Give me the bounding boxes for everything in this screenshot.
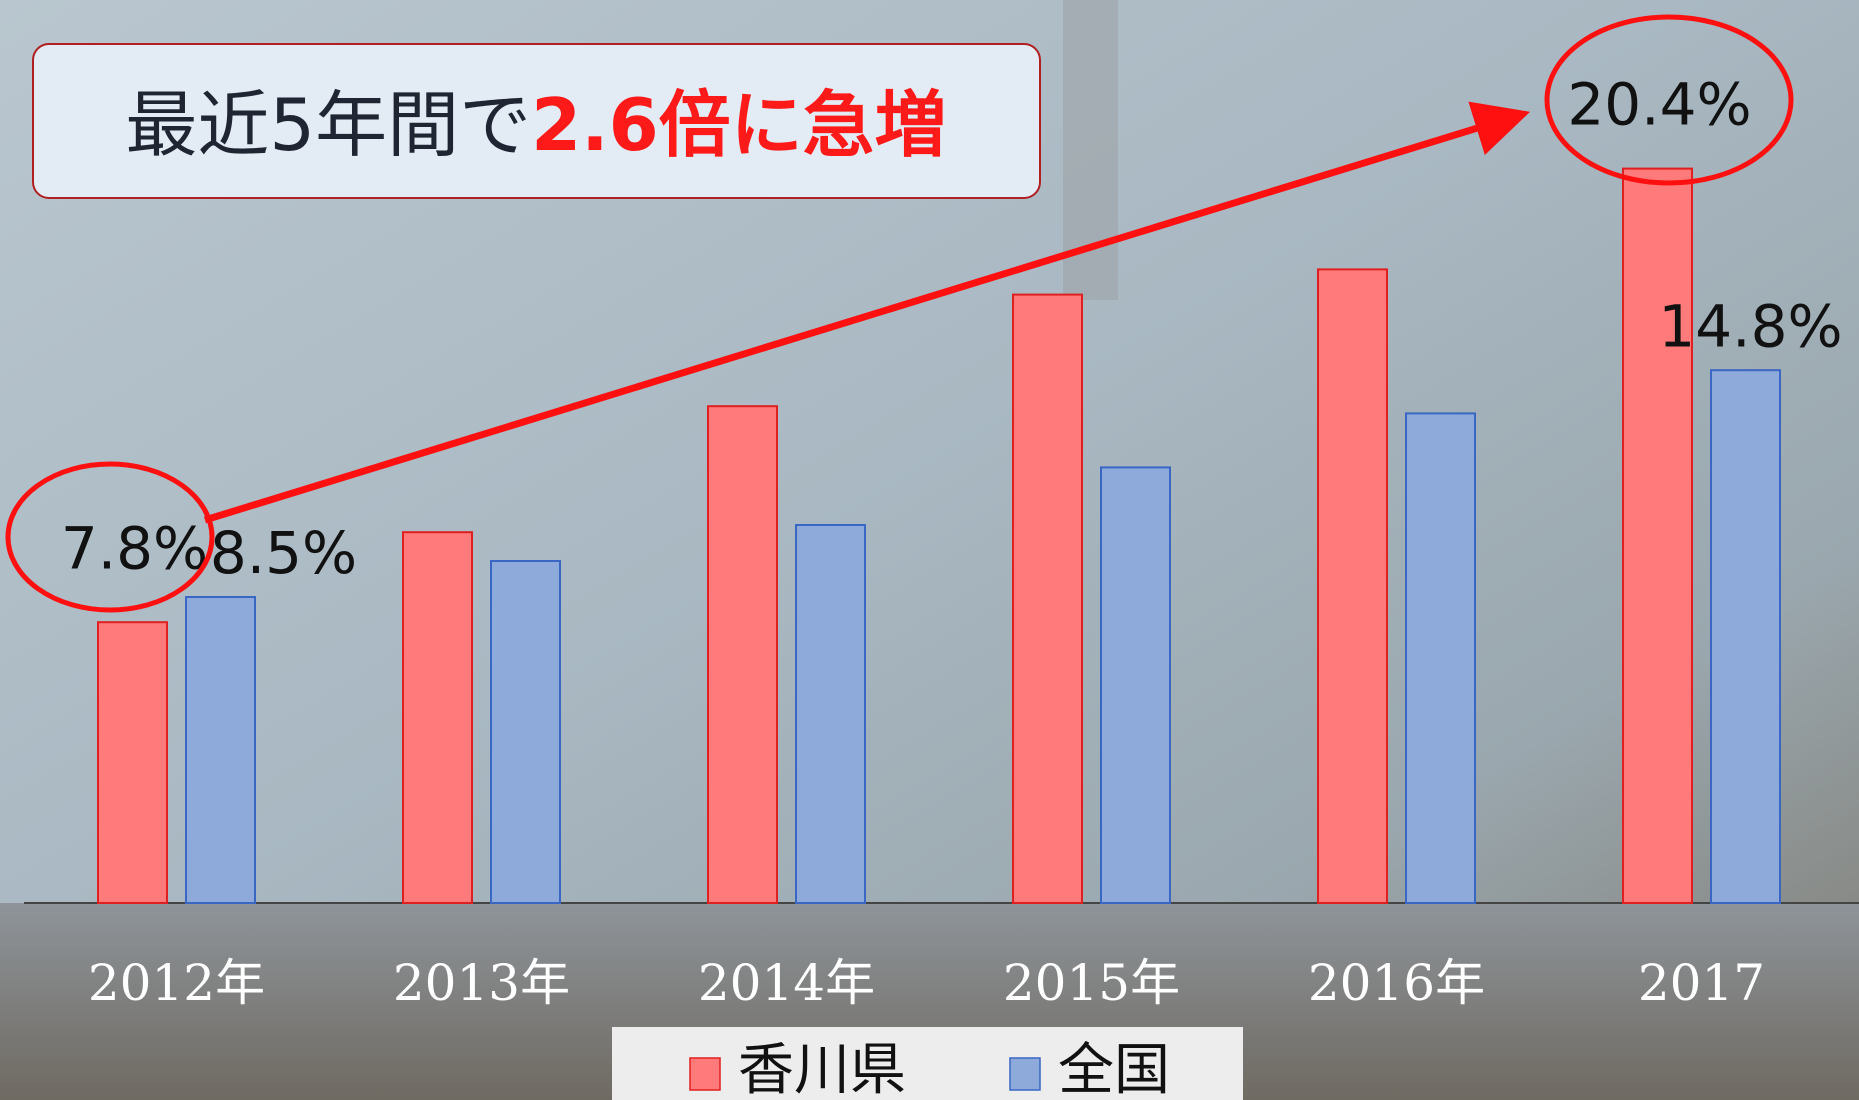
- x-tick-label: 2017: [1638, 954, 1765, 1012]
- highlight-ellipse: [5, 461, 215, 613]
- bar: [1622, 167, 1693, 905]
- bar: [795, 524, 866, 904]
- bar: [97, 621, 168, 904]
- bar: [1100, 466, 1171, 904]
- legend-label: 香川県: [738, 1038, 906, 1100]
- x-tick-label: 2013年: [393, 954, 570, 1012]
- legend-swatch: [1009, 1057, 1041, 1091]
- highlight-ellipse: [1544, 14, 1794, 186]
- bar: [707, 405, 778, 904]
- annotation-highlight: 2.6倍に急増: [531, 83, 947, 167]
- trend-arrow: [203, 101, 1531, 524]
- data-label: 7.8%: [61, 514, 208, 582]
- bar: [185, 596, 256, 904]
- legend-swatch: [689, 1057, 721, 1091]
- annotation-box: [32, 43, 1041, 199]
- legend-label: 全国: [1058, 1038, 1170, 1100]
- bar: [490, 560, 561, 904]
- plot: 2012年 2013年 2014年 2015年 2016年 2017 7.8% 20.4% 8.…: [61, 71, 1843, 1012]
- x-tick-label: 2012年: [88, 954, 265, 1012]
- bar: [1710, 369, 1781, 904]
- legend: 香川県 全国: [689, 1038, 1170, 1100]
- annotation: 最近5年間で2.6倍に急増: [125, 83, 946, 167]
- x-tick-label: 2014年: [698, 954, 875, 1012]
- bar: [1317, 268, 1388, 904]
- bar: [1012, 293, 1083, 905]
- bar: [1405, 412, 1476, 904]
- x-tick-label: 2015年: [1003, 954, 1180, 1012]
- data-label: 20.4%: [1567, 71, 1751, 139]
- data-label: 8.5%: [210, 519, 357, 587]
- annotation-text: 最近5年間で: [125, 83, 531, 167]
- data-label: 14.8%: [1658, 292, 1842, 360]
- bar: [402, 531, 473, 904]
- x-tick-label: 2016年: [1308, 954, 1485, 1012]
